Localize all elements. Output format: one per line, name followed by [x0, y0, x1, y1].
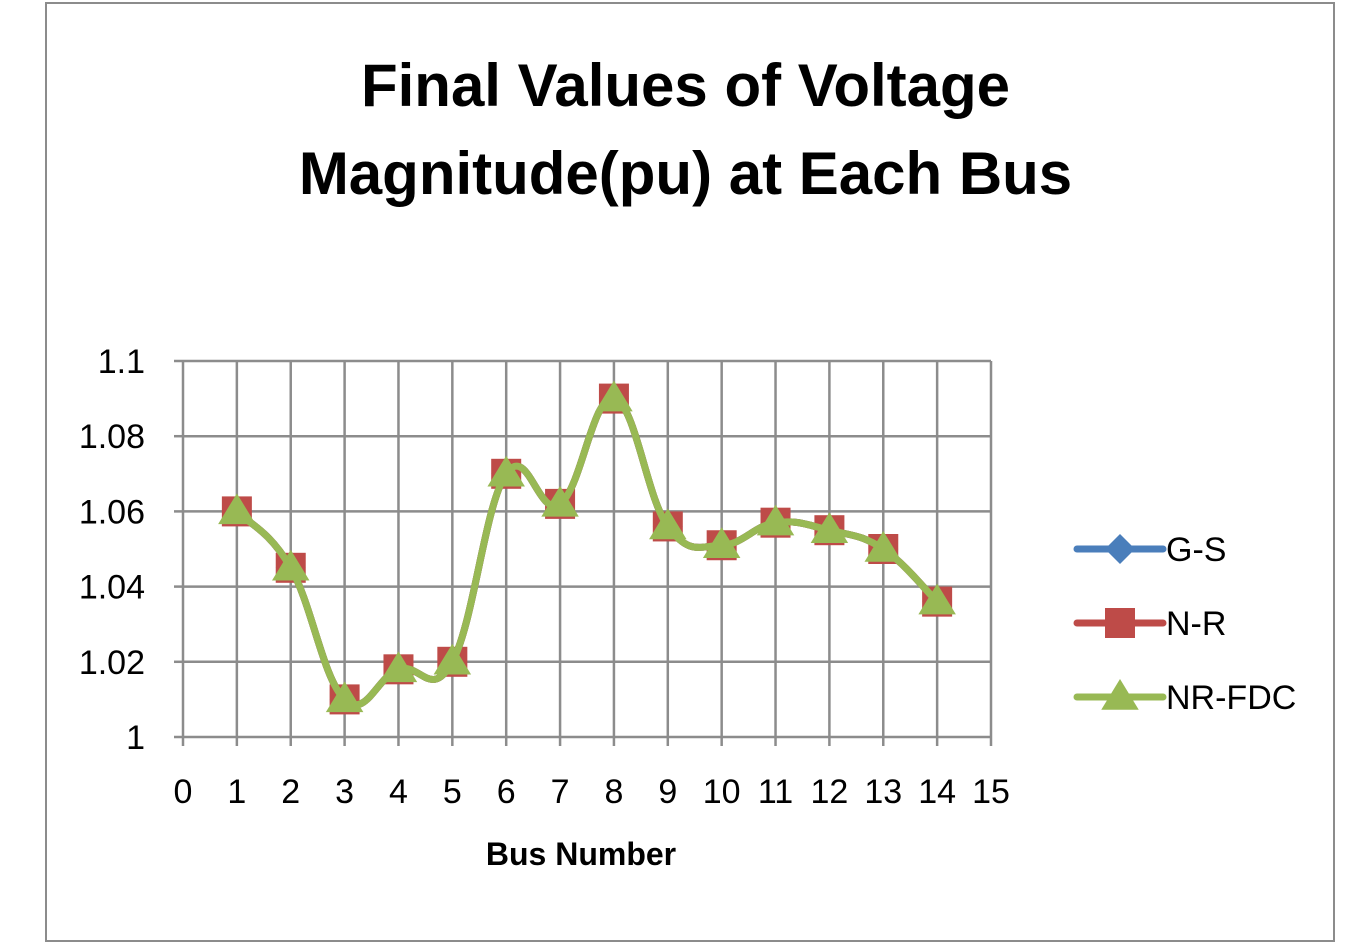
x-tick-label: 11: [758, 773, 793, 811]
legend-label: NR-FDC: [1166, 679, 1296, 717]
y-tick-label: 1.04: [79, 569, 145, 607]
x-tick-label: 10: [703, 773, 741, 811]
data-point: [810, 512, 849, 543]
data-point: [433, 643, 472, 675]
y-tick-label: 1.06: [79, 493, 145, 531]
legend-label: N-R: [1166, 605, 1226, 643]
x-tick-label: 4: [389, 773, 408, 811]
x-tick-label: 15: [972, 773, 1010, 811]
data-point: [595, 380, 633, 412]
x-tick-label: 14: [918, 773, 956, 811]
legend-label: G-S: [1166, 531, 1226, 569]
series-line: [233, 395, 941, 709]
data-point: [271, 549, 310, 581]
chart-area: [45, 2, 1335, 942]
y-tick-label: 1.08: [79, 418, 145, 456]
x-tick-label: 8: [604, 773, 623, 811]
chart-title-line-1: Final Values of Voltage: [360, 52, 1011, 119]
data-point: [864, 531, 903, 562]
legend-marker: [1105, 534, 1135, 564]
data-point: [649, 508, 687, 540]
legend-marker: [1101, 679, 1139, 710]
legend-item: N-R: [1073, 605, 1226, 643]
legend-item: NR-FDC: [1073, 679, 1296, 717]
x-tick-label: 13: [864, 773, 902, 811]
data-point: [918, 583, 956, 615]
data-point: [218, 493, 256, 525]
data-point: [541, 485, 579, 517]
data-point: [702, 527, 741, 558]
x-axis-title: Bus Number: [486, 836, 676, 872]
chart-title-line-2: Magnitude(pu) at Each Bus: [298, 140, 1073, 207]
legend-item: G-S: [1073, 531, 1226, 569]
y-tick-label: 1: [126, 719, 145, 757]
x-tick-label: 7: [551, 773, 570, 811]
x-tick-label: 2: [281, 773, 300, 811]
chart-title: Final Values of Voltage Magnitude(pu) at…: [0, 42, 1371, 218]
x-tick-label: 12: [810, 773, 848, 811]
legend: G-S N-R NR-FDC: [1073, 531, 1296, 717]
legend-marker: [1105, 608, 1135, 638]
series-nr-fdc: [218, 380, 956, 713]
data-point: [487, 455, 525, 487]
y-tick-label: 1.1: [98, 343, 145, 381]
x-tick-label: 0: [174, 773, 193, 811]
x-tick-label: 9: [658, 773, 677, 811]
x-tick-label: 3: [335, 773, 354, 811]
x-tick-label: 6: [497, 773, 516, 811]
data-point: [325, 681, 364, 713]
x-tick-label: 1: [227, 773, 246, 811]
axes: 11.021.041.061.081.10 1 2 3 4 5 6 7 8 9 10 11 12 13 14…: [79, 343, 1010, 811]
plot-series: [218, 380, 956, 715]
data-point: [379, 651, 418, 683]
x-tick-label: 5: [443, 773, 462, 811]
y-tick-label: 1.02: [79, 644, 145, 682]
data-point: [756, 504, 795, 536]
